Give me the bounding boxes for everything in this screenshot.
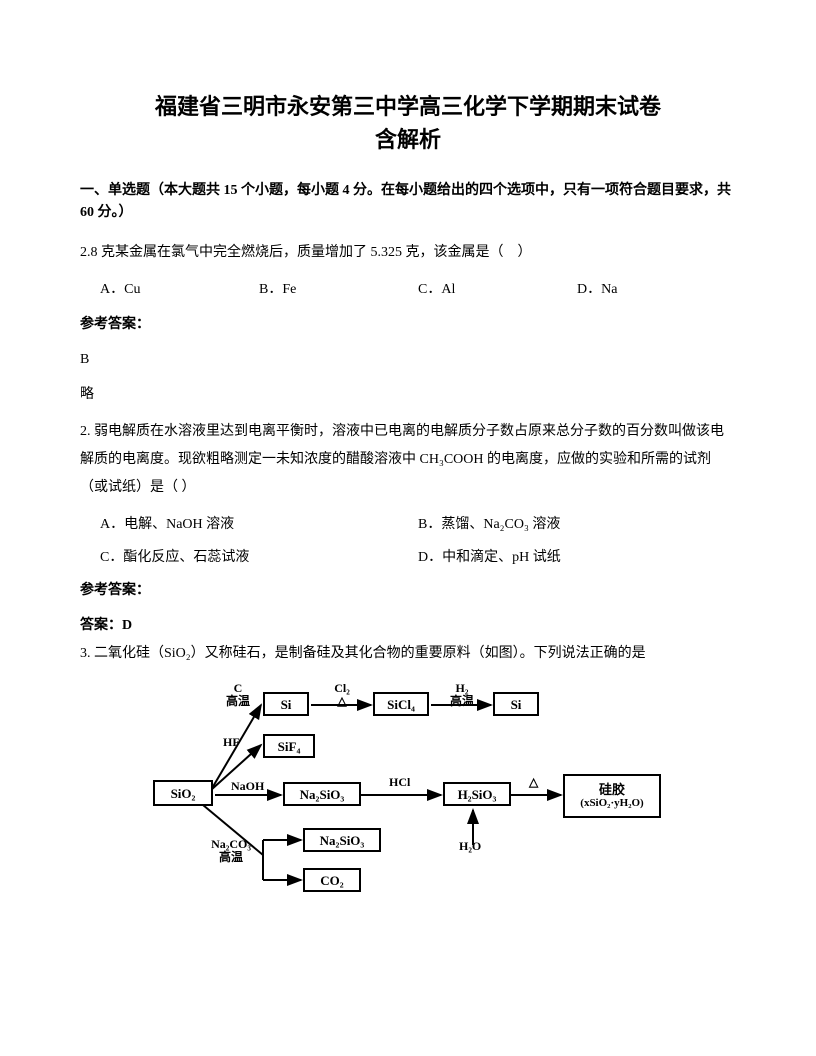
lbl-h2: H₂高温 xyxy=(445,682,479,708)
diagram-container: SiO₂ Si SiCl₄ Si SiF₄ Na₂SiO₃ H₂SiO₃ 硅胶 … xyxy=(80,680,736,900)
q2-optB: B．蒸馏、Na₂CO₃ 溶液 xyxy=(418,512,736,537)
q2-text: 2. 弱电解质在水溶液里达到电离平衡时，溶液中已电离的电解质分子数占原来总分子数… xyxy=(80,418,736,502)
lbl-naoh: NaOH xyxy=(231,780,264,793)
title-line1: 福建省三明市永安第三中学高三化学下学期期末试卷 xyxy=(155,94,661,119)
q3-text: 3. 二氧化硅（SiO₂）又称硅石，是制备硅及其化合物的重要原料（如图）。下列说… xyxy=(80,640,736,668)
q2-answer: 答案：D xyxy=(80,613,736,638)
box-sio2: SiO₂ xyxy=(153,780,213,806)
sio2-flowchart: SiO₂ Si SiCl₄ Si SiF₄ Na₂SiO₃ H₂SiO₃ 硅胶 … xyxy=(153,680,663,900)
q2-options-row1: A．电解、NaOH 溶液 B．蒸馏、Na₂CO₃ 溶液 xyxy=(80,512,736,537)
q2-optC: C．酯化反应、石蕊试液 xyxy=(100,545,418,570)
q1-optD: D．Na xyxy=(577,277,736,302)
box-si2: Si xyxy=(493,692,539,716)
q1-answer: B xyxy=(80,347,736,372)
q2-options-row2: C．酯化反应、石蕊试液 D．中和滴定、pH 试纸 xyxy=(80,545,736,570)
box-h2sio3: H₂SiO₃ xyxy=(443,782,511,806)
box-na2sio3-a: Na₂SiO₃ xyxy=(283,782,361,806)
q2-optD: D．中和滴定、pH 试纸 xyxy=(418,545,736,570)
lbl-c: C高温 xyxy=(223,682,253,708)
box-na2sio3-b: Na₂SiO₃ xyxy=(303,828,381,852)
lbl-hf: HF xyxy=(223,736,240,749)
lbl-tri: △ xyxy=(529,776,538,789)
section-heading: 一、单选题（本大题共 15 个小题，每小题 4 分。在每小题给出的四个选项中，只… xyxy=(80,180,736,225)
guijiao-l2: (xSiO₂·yH₂O) xyxy=(580,797,643,810)
q1-optA: A．Cu xyxy=(100,277,259,302)
guijiao-l1: 硅胶 xyxy=(599,782,625,798)
q1-optB: B．Fe xyxy=(259,277,418,302)
box-sif4: SiF₄ xyxy=(263,734,315,758)
title-line2: 含解析 xyxy=(375,127,441,152)
lbl-h2o: H₂O xyxy=(459,840,481,853)
box-co2: CO₂ xyxy=(303,868,361,892)
box-sicl4: SiCl₄ xyxy=(373,692,429,716)
q1-note: 略 xyxy=(80,382,736,407)
q2-answer-label: 参考答案： xyxy=(80,578,736,603)
q2-optA: A．电解、NaOH 溶液 xyxy=(100,512,418,537)
q1-text: 2.8 克某金属在氯气中完全燃烧后，质量增加了 5.325 克，该金属是（ ） xyxy=(80,239,736,267)
lbl-hcl: HCl xyxy=(389,776,410,789)
q1-options: A．Cu B．Fe C．Al D．Na xyxy=(80,277,736,302)
q1-answer-label: 参考答案： xyxy=(80,312,736,337)
box-guijiao: 硅胶 (xSiO₂·yH₂O) xyxy=(563,774,661,818)
lbl-cl2: Cl₂△ xyxy=(325,682,359,708)
box-si1: Si xyxy=(263,692,309,716)
page-title: 福建省三明市永安第三中学高三化学下学期期末试卷 含解析 xyxy=(80,90,736,156)
lbl-na2co3: Na₂CO₃高温 xyxy=(203,838,259,864)
q1-optC: C．Al xyxy=(418,277,577,302)
